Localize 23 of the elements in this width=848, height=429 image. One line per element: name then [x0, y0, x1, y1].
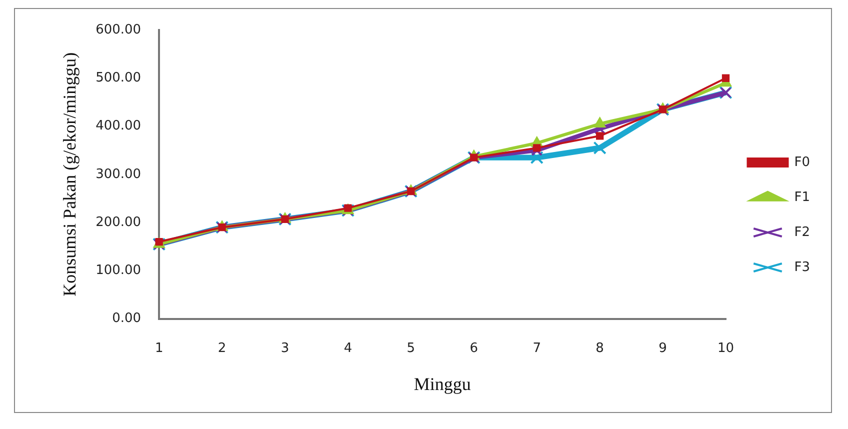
y-tick-label: 200.00 [96, 214, 142, 230]
y-tick-label: 500.00 [96, 70, 142, 86]
y-axis-title: Konsumsi Pakan (g/ekor/minggu) [60, 52, 80, 296]
legend-label: F0 [794, 154, 810, 170]
x-tick-label: 3 [280, 340, 290, 356]
x-tick-label: 1 [154, 340, 164, 356]
x-tick-label: 4 [344, 340, 352, 356]
x-tick-label: 10 [717, 340, 734, 356]
legend-label: F2 [794, 224, 810, 240]
legend-label: F3 [794, 260, 810, 275]
x-tick-label: 6 [470, 340, 478, 356]
x-tick-label: 2 [218, 340, 226, 356]
x-tick-label: 7 [532, 340, 542, 356]
y-tick-label: 100.00 [96, 263, 142, 278]
x-tick-label: 5 [406, 340, 416, 356]
y-tick-label: 0.00 [112, 311, 142, 326]
legend-label: F1 [794, 190, 810, 205]
y-tick-label: 300.00 [96, 166, 142, 182]
x-axis-title: Minggu [414, 374, 471, 394]
y-tick-label: 400.00 [96, 118, 142, 134]
y-tick-label: 600.00 [96, 22, 142, 38]
x-tick-label: 8 [596, 340, 604, 356]
x-tick-label: 9 [658, 340, 667, 356]
